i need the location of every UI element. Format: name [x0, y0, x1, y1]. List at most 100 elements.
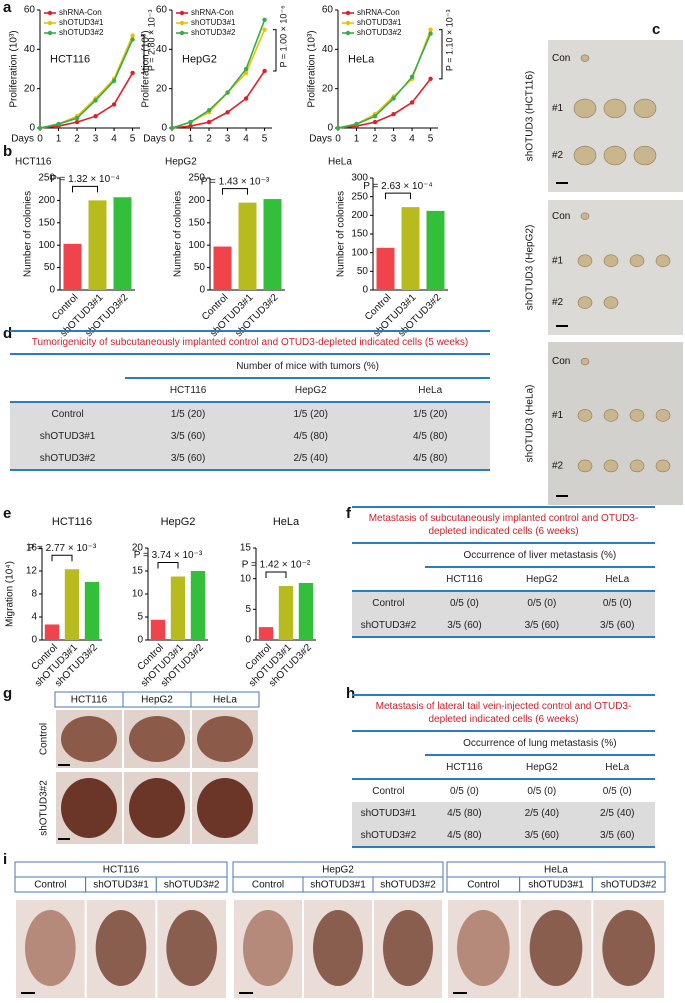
table-row: Number of mice with tumors (%): [10, 355, 490, 379]
table-cell: 1/5 (20): [250, 402, 371, 425]
y-tick-label: 150: [188, 217, 205, 228]
column-header: HepG2: [504, 755, 580, 780]
legend-marker: [179, 10, 185, 16]
table-cell: 3/5 (60): [424, 614, 505, 638]
y-tick-label: 0: [49, 285, 55, 296]
data-point: [56, 121, 61, 127]
data-point: [372, 114, 378, 119]
y-axis-label: Proliferation (10³): [141, 30, 152, 107]
y-tick-label: 40: [24, 44, 36, 55]
data-point: [262, 68, 267, 74]
data-point: [188, 123, 193, 129]
photo-row-label: Con: [552, 53, 570, 64]
data-table: Metastasis of subcutaneously implanted c…: [352, 506, 655, 638]
lung: [529, 910, 583, 986]
tumor: [603, 459, 619, 473]
table-row: shOTUD3#2 4/5 (80) 3/5 (60) 3/5 (60): [352, 824, 655, 848]
table-row: shOTUD3#2 3/5 (60) 3/5 (60) 3/5 (60): [352, 614, 655, 638]
table-row: Occurrence of lung metastasis (%): [352, 732, 655, 756]
table-cell: 4/5 (80): [424, 802, 505, 824]
y-tick-label: 0: [327, 123, 333, 134]
row-header: Control: [352, 591, 425, 614]
y-tick-label: 16: [26, 543, 38, 554]
x-tick-label: 3: [391, 134, 397, 145]
y-axis-label: Migration (10⁴): [5, 561, 16, 627]
data-point: [262, 27, 267, 32]
column-header-box: [190, 691, 260, 708]
p-value: P = 3.74 × 10⁻³: [134, 550, 203, 561]
y-tick-label: 0: [199, 285, 205, 296]
data-point: [243, 70, 249, 76]
y-tick-label: 100: [188, 240, 205, 251]
series-line: [171, 29, 266, 129]
y-tick-label: 250: [38, 173, 55, 184]
y-tick-label: 100: [351, 247, 368, 258]
y-tick-label: 40: [156, 44, 168, 55]
chart-subtitle: HCT116: [15, 157, 52, 168]
photo-row-label: #2: [552, 297, 564, 308]
table-body: Number of mice with tumors (%) HCT116 HepG…: [10, 355, 490, 471]
table-cell: [10, 378, 126, 403]
liver: [61, 716, 117, 762]
column-header: shOTUD3#2: [601, 880, 657, 891]
data-point: [206, 108, 212, 113]
bar: [44, 624, 60, 640]
y-tick-label: 4: [31, 612, 37, 623]
panel-letter: c: [652, 21, 660, 38]
bar: [213, 246, 232, 290]
table-cell: 3/5 (60): [504, 614, 580, 638]
legend-label: shOTUD3#1: [191, 18, 236, 27]
column-header: HeLa: [370, 378, 490, 403]
liver: [129, 716, 185, 762]
table-cell: 3/5 (60): [504, 824, 580, 848]
table-header: Occurrence of lung metastasis (%): [424, 732, 655, 756]
significance-bracket: [51, 554, 73, 562]
table-cell: 3/5 (60): [125, 447, 251, 471]
x-axis-label: Days: [143, 134, 166, 145]
x-tick-label: 2: [206, 134, 212, 145]
data-point: [130, 37, 135, 42]
data-point: [243, 66, 249, 72]
data-point: [428, 31, 433, 36]
p-value: P = 1.42 × 10⁻²: [242, 560, 311, 571]
lung: [95, 910, 147, 986]
tumor: [577, 254, 593, 268]
table-cell: 4/5 (80): [250, 425, 371, 447]
y-tick-label: 5: [137, 612, 143, 623]
p-value: P = 1.00 × 10⁻⁶: [278, 5, 288, 68]
panel-letter: g: [3, 685, 12, 702]
column-header: shOTUD3#2: [164, 880, 220, 891]
tumor: [633, 145, 657, 166]
x-axis-label: Days: [309, 134, 332, 145]
group-header: HeLa: [544, 865, 568, 876]
liver: [197, 778, 253, 838]
y-tick-label: 300: [351, 173, 368, 184]
table-row: HCT116 HepG2 HeLa: [352, 755, 655, 780]
y-tick-label: 15: [240, 543, 252, 554]
table-cell: 1/5 (20): [125, 402, 251, 425]
column-header: HepG2: [504, 567, 580, 592]
data-point: [335, 125, 341, 131]
tumor: [655, 459, 671, 473]
legend-marker: [345, 30, 351, 36]
table-cell: [352, 544, 425, 567]
photo-row-label: #2: [552, 461, 564, 472]
tumor: [603, 145, 627, 166]
panel-letter: h: [346, 685, 355, 702]
p-value: P = 2.80 × 10⁻³: [146, 9, 156, 71]
y-tick-label: 20: [322, 83, 334, 94]
tumor: [580, 357, 590, 366]
y-tick-label: 0: [245, 635, 251, 646]
p-value: P = 1.10 × 10⁻³: [444, 9, 454, 71]
x-tick-label: 3: [225, 134, 231, 145]
photo-row-label: Con: [552, 356, 570, 367]
legend-label: shRNA-Con: [59, 8, 102, 17]
significance-bracket: [157, 562, 179, 569]
significance-bracket: [385, 192, 411, 200]
column-header-box: [591, 876, 666, 893]
group-header: HCT116: [103, 865, 140, 876]
table-row: HCT116 HepG2 HeLa: [10, 378, 490, 403]
significance-bracket: [141, 35, 145, 74]
significance-bracket: [265, 571, 287, 579]
tumor: [603, 296, 619, 309]
